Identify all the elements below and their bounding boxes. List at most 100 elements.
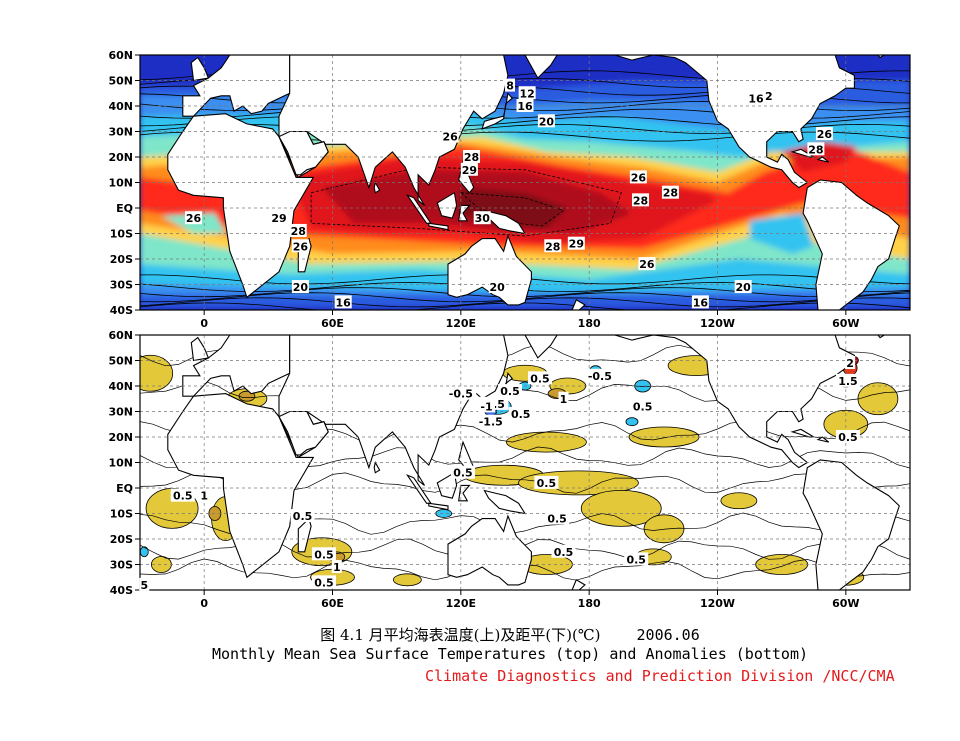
x-tick-label: 0: [200, 597, 208, 610]
contour-label-bg: [629, 170, 647, 184]
anomaly-cold-region: [140, 546, 149, 558]
y-tick-label: 40N: [108, 380, 133, 393]
contour-labels: 0.5-0.50.51-0.5-0.5-1-1.50.50.521.50.50.…: [139, 356, 860, 592]
contour-label-bg: [632, 193, 649, 207]
contour-label: 0.5: [626, 553, 646, 566]
y-tick-label: 10N: [108, 177, 133, 190]
contour-label: 28: [291, 225, 306, 238]
contour-label-bg: [815, 127, 833, 141]
landmass-south-america: [802, 459, 900, 590]
x-tick-label: 120E: [446, 317, 476, 330]
contour-label: 20: [490, 281, 506, 294]
anomaly-warm-region: [392, 573, 422, 587]
anomaly-warm-region: [643, 514, 685, 544]
contour-label: -1.5: [479, 416, 503, 429]
contour-label: 28: [545, 240, 560, 253]
contour-label: 28: [663, 187, 678, 200]
y-tick-label: 30N: [108, 406, 133, 419]
contour-label: 29: [569, 238, 584, 251]
landmass-borneo: [436, 191, 458, 219]
anomaly-warm-region: [140, 354, 174, 392]
contour-label-bg: [445, 386, 477, 400]
contour-label-bg: [545, 511, 570, 525]
contour-label: 0.5: [453, 467, 473, 480]
contour-label-bg: [537, 114, 555, 128]
y-tick-label: 40N: [108, 100, 133, 113]
contour-label-bg: [473, 211, 491, 225]
anomaly-cold-region: [625, 417, 639, 427]
anomaly-warm-region: [720, 492, 758, 510]
landmass-hispaniola: [816, 436, 830, 443]
contour-label: 20: [736, 281, 752, 294]
x-tick-label: 120E: [446, 597, 476, 610]
contour-label: 16: [748, 92, 764, 105]
contour-label-bg: [334, 295, 352, 309]
caption-chinese-text: 图 4.1 月平均海表温度(上)及距平(下)(℃): [320, 626, 601, 644]
x-tick-label: 0: [200, 317, 208, 330]
y-tick-label: 60N: [108, 329, 133, 342]
contour-label: 1.5: [838, 375, 858, 388]
y-tick-label: 20S: [110, 533, 133, 546]
x-tick-label: 60E: [321, 317, 344, 330]
y-tick-label: EQ: [116, 202, 133, 215]
contour-label: 1: [200, 490, 208, 503]
contour-label: 0.5: [314, 548, 334, 561]
contour-label-bg: [630, 399, 655, 413]
contour-label: 0.5: [511, 408, 531, 421]
contour-label-bg: [516, 99, 534, 112]
landmass-madagascar: [297, 517, 312, 553]
sst-tongue-east-pacific: [749, 213, 814, 254]
contour-label-bg: [747, 91, 765, 105]
landmass-greenland-tip: [877, 55, 886, 59]
contour-label-bg: [139, 577, 150, 591]
contour-label-bg: [544, 239, 562, 253]
landmass-japan: [481, 92, 513, 130]
contour-label-bg: [508, 407, 533, 421]
contour-label: 20: [293, 281, 309, 294]
y-tick-label: 40S: [110, 304, 133, 317]
contour-label: 28: [464, 151, 479, 164]
landmass-kamchatka: [524, 335, 558, 359]
contour-label: 5: [140, 579, 148, 592]
contour-label-bg: [170, 488, 195, 502]
contour-label-bg: [441, 129, 459, 143]
anomaly-warm-region: [505, 431, 587, 453]
contour-label-bg: [534, 475, 559, 489]
contour-label: 12: [519, 87, 534, 100]
contour-label: 26: [442, 131, 458, 144]
contour-label: 2: [846, 357, 854, 370]
contour-label: 0.5: [314, 576, 334, 589]
contour-label: 29: [271, 212, 286, 225]
contour-label-bg: [527, 371, 552, 385]
x-tick-label: 180: [578, 597, 601, 610]
y-tick-label: 30N: [108, 126, 133, 139]
contour-label: 0.5: [500, 385, 520, 398]
contour-label: 30: [475, 212, 491, 225]
y-tick-label: 10N: [108, 457, 133, 470]
anomaly-panel: 0 60E 120E 180 120W 60W60N50N40N30N20N10NEQ10…: [108, 329, 911, 610]
contour-label: 0.5: [537, 477, 557, 490]
x-tick-label: 60E: [321, 597, 344, 610]
contour-label: 8: [506, 80, 514, 93]
landmass-europe: [182, 335, 291, 397]
contour-label-bg: [661, 185, 679, 199]
axis-ticks: 0 60E 120E 180 120W 60W60N50N40N30N20N10NEQ10…: [108, 329, 859, 610]
contour-label: 0.5: [554, 546, 574, 559]
contour-label-bg: [450, 465, 475, 479]
contour-label: 1: [560, 393, 568, 406]
contour-label-bg: [734, 280, 752, 294]
x-tick-label: 60W: [832, 317, 859, 330]
contour-label-bg: [331, 560, 342, 574]
contour-label: 26: [186, 212, 202, 225]
y-tick-label: 20N: [108, 431, 133, 444]
landmass-australia: [447, 234, 532, 306]
contour-label-bg: [498, 384, 523, 398]
caption-organization: Climate Diagnostics and Prediction Divis…: [425, 667, 895, 685]
y-tick-label: 50N: [108, 75, 133, 88]
contour-label-bg: [291, 239, 309, 253]
landmass-europe: [182, 55, 291, 117]
contour-label: 28: [633, 194, 648, 207]
contour-label-bg: [289, 223, 307, 237]
